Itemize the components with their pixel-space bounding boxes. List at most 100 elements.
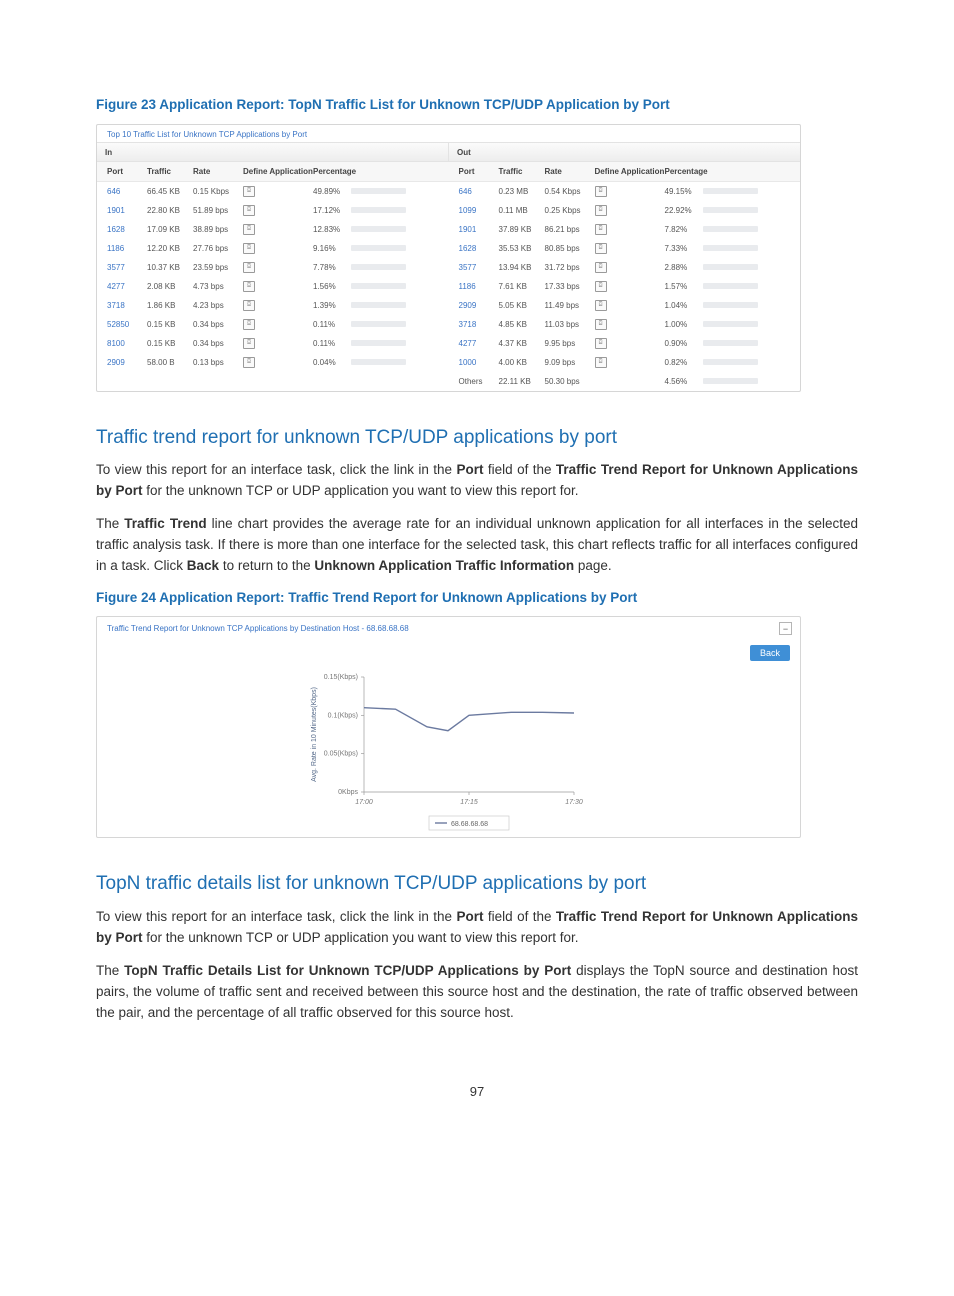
define-application-icon[interactable]: ⌼ bbox=[595, 186, 607, 197]
text-bold: Traffic Trend bbox=[124, 516, 206, 531]
define-application-icon[interactable]: ⌼ bbox=[595, 319, 607, 330]
define-application-icon[interactable]: ⌼ bbox=[243, 205, 255, 216]
cell-traffic: 0.23 MB bbox=[499, 187, 545, 196]
port-link[interactable]: 1186 bbox=[459, 282, 476, 291]
text: The bbox=[96, 963, 124, 978]
cell-bar bbox=[703, 207, 763, 213]
cell-bar bbox=[703, 188, 763, 194]
define-application-icon[interactable]: ⌼ bbox=[243, 281, 255, 292]
cell-traffic: 5.05 KB bbox=[499, 301, 545, 310]
cell-bar bbox=[351, 340, 411, 346]
define-application-icon[interactable]: ⌼ bbox=[595, 262, 607, 273]
define-application-icon[interactable]: ⌼ bbox=[595, 281, 607, 292]
port-link[interactable]: 3718 bbox=[459, 320, 477, 329]
port-link[interactable]: 1099 bbox=[459, 206, 477, 215]
port-link[interactable]: 8100 bbox=[107, 339, 125, 348]
define-application-icon[interactable]: ⌼ bbox=[243, 243, 255, 254]
port-link[interactable]: 646 bbox=[459, 187, 472, 196]
define-application-icon[interactable]: ⌼ bbox=[595, 338, 607, 349]
svg-text:Avg. Rate in 10 Minutes(Kbps): Avg. Rate in 10 Minutes(Kbps) bbox=[311, 687, 318, 782]
cell-define: ⌼ bbox=[595, 357, 665, 368]
text-bold: Back bbox=[187, 558, 219, 573]
chart-title: Traffic Trend Report for Unknown TCP App… bbox=[107, 624, 409, 633]
cell-define: ⌼ bbox=[243, 281, 313, 292]
cell-rate: 0.13 bps bbox=[193, 358, 243, 367]
port-link[interactable]: 1186 bbox=[107, 244, 124, 253]
cell-bar bbox=[351, 264, 411, 270]
port-link[interactable]: 1628 bbox=[459, 244, 477, 253]
define-application-icon[interactable]: ⌼ bbox=[243, 186, 255, 197]
port-link[interactable]: 52850 bbox=[107, 320, 129, 329]
traffic-trend-chart-panel: Traffic Trend Report for Unknown TCP App… bbox=[96, 616, 801, 838]
port-link[interactable]: 4277 bbox=[107, 282, 125, 291]
table-row: 190137.89 KB86.21 bps⌼7.82% bbox=[449, 220, 801, 239]
cell-define: ⌼ bbox=[595, 319, 665, 330]
define-application-icon[interactable]: ⌼ bbox=[595, 300, 607, 311]
port-link[interactable]: 3718 bbox=[107, 301, 125, 310]
cell-rate: 27.76 bps bbox=[193, 244, 243, 253]
table-row: 118612.20 KB27.76 bps⌼9.16% bbox=[97, 239, 449, 258]
port-link[interactable]: 3577 bbox=[459, 263, 477, 272]
cell-others-label: Others bbox=[459, 377, 499, 386]
define-application-icon[interactable]: ⌼ bbox=[595, 243, 607, 254]
port-link[interactable]: 1000 bbox=[459, 358, 477, 367]
table-header-row: PortTrafficRateDefine ApplicationPercent… bbox=[97, 162, 449, 182]
cell-bar bbox=[703, 283, 763, 289]
define-application-icon[interactable]: ⌼ bbox=[243, 262, 255, 273]
port-link[interactable]: 4277 bbox=[459, 339, 477, 348]
define-application-icon[interactable]: ⌼ bbox=[595, 357, 607, 368]
cell-define: ⌼ bbox=[243, 338, 313, 349]
define-application-icon[interactable]: ⌼ bbox=[595, 205, 607, 216]
cell-percentage: 0.04% bbox=[313, 358, 351, 367]
define-application-icon[interactable]: ⌼ bbox=[243, 319, 255, 330]
cell-percentage: 12.83% bbox=[313, 225, 351, 234]
figure-24-caption: Figure 24 Application Report: Traffic Tr… bbox=[96, 589, 858, 607]
cell-percentage: 7.33% bbox=[665, 244, 703, 253]
define-application-icon[interactable]: ⌼ bbox=[595, 224, 607, 235]
collapse-button[interactable]: − bbox=[779, 622, 792, 635]
port-link[interactable]: 2909 bbox=[459, 301, 477, 310]
define-application-icon[interactable]: ⌼ bbox=[243, 338, 255, 349]
cell-define: ⌼ bbox=[595, 281, 665, 292]
cell-rate: 11.03 bps bbox=[545, 320, 595, 329]
cell-traffic: 22.80 KB bbox=[147, 206, 193, 215]
port-link[interactable]: 1901 bbox=[459, 225, 477, 234]
cell-rate: 80.85 bps bbox=[545, 244, 595, 253]
cell-rate: 4.23 bps bbox=[193, 301, 243, 310]
cell-rate: 0.25 Kbps bbox=[545, 206, 595, 215]
cell-bar bbox=[351, 283, 411, 289]
cell-bar bbox=[703, 378, 763, 384]
port-link[interactable]: 1628 bbox=[107, 225, 125, 234]
port-link[interactable]: 2909 bbox=[107, 358, 125, 367]
col-rate: Rate bbox=[193, 167, 243, 176]
port-link[interactable]: 646 bbox=[107, 187, 120, 196]
page-number: 97 bbox=[96, 1084, 858, 1099]
traffic-list-panel: Top 10 Traffic List for Unknown TCP Appl… bbox=[96, 124, 801, 392]
define-application-icon[interactable]: ⌼ bbox=[243, 224, 255, 235]
port-link[interactable]: 3577 bbox=[107, 263, 125, 272]
back-button[interactable]: Back bbox=[750, 645, 790, 661]
define-application-icon[interactable]: ⌼ bbox=[243, 300, 255, 311]
cell-percentage: 1.00% bbox=[665, 320, 703, 329]
cell-define: ⌼ bbox=[243, 224, 313, 235]
svg-text:0Kbps: 0Kbps bbox=[338, 789, 358, 796]
cell-rate: 11.49 bps bbox=[545, 301, 595, 310]
table-row: 357710.37 KB23.59 bps⌼7.78% bbox=[97, 258, 449, 277]
cell-traffic: 4.37 KB bbox=[499, 339, 545, 348]
svg-text:17:15: 17:15 bbox=[460, 799, 478, 806]
cell-rate: 51.89 bps bbox=[193, 206, 243, 215]
text: To view this report for an interface tas… bbox=[96, 462, 456, 477]
body-paragraph: The TopN Traffic Details List for Unknow… bbox=[96, 961, 858, 1024]
define-application-icon[interactable]: ⌼ bbox=[243, 357, 255, 368]
section-heading-topn-details: TopN traffic details list for unknown TC… bbox=[96, 872, 858, 897]
table-row: 64666.45 KB0.15 Kbps⌼49.89% bbox=[97, 182, 449, 201]
cell-percentage: 9.16% bbox=[313, 244, 351, 253]
cell-rate: 4.73 bps bbox=[193, 282, 243, 291]
cell-rate: 0.34 bps bbox=[193, 320, 243, 329]
port-link[interactable]: 1901 bbox=[107, 206, 125, 215]
cell-bar bbox=[351, 188, 411, 194]
svg-text:0.1(Kbps): 0.1(Kbps) bbox=[327, 713, 357, 720]
cell-traffic: 37.89 KB bbox=[499, 225, 545, 234]
cell-traffic: 0.15 KB bbox=[147, 339, 193, 348]
cell-percentage: 7.82% bbox=[665, 225, 703, 234]
